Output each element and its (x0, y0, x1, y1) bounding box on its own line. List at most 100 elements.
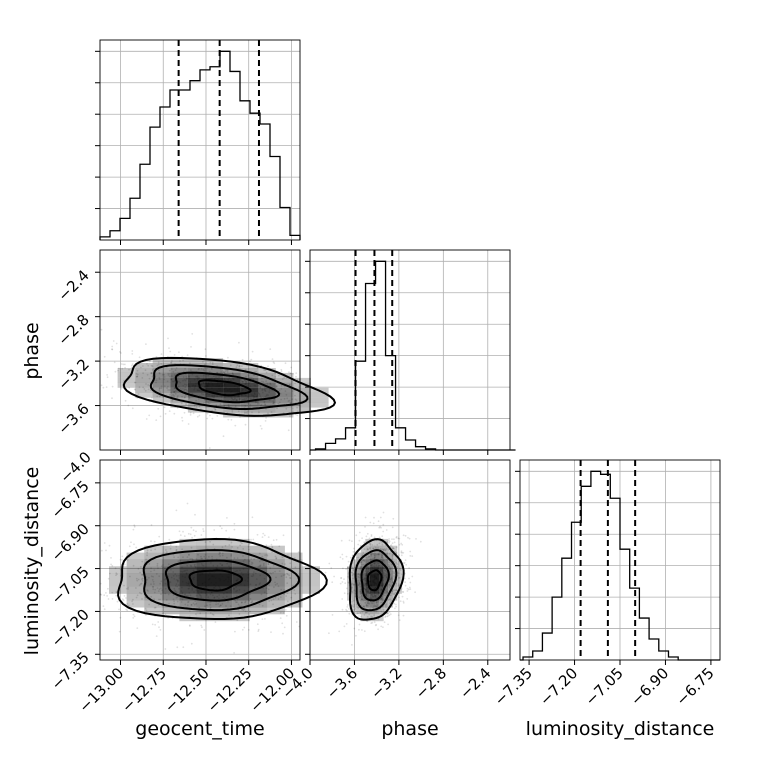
pair-geocent-lumdist-point (229, 605, 232, 608)
pair-phase-lumdist-point (358, 539, 361, 542)
pair-geocent-phase-point (257, 403, 259, 405)
pair-geocent-phase-point (244, 412, 246, 415)
pair-phase-lumdist-density-cell (374, 593, 379, 601)
panel-phase-lumdist-frame (309, 459, 511, 661)
pair-phase-lumdist-point (367, 602, 369, 605)
pair-phase-lumdist-density-cell (374, 607, 379, 615)
pair-geocent-lumdist-point (251, 601, 253, 604)
pair-geocent-lumdist-point (132, 613, 135, 616)
pair-phase-lumdist-point (346, 593, 349, 595)
pair-geocent-lumdist-density-cell (267, 607, 285, 615)
pair-phase-lumdist-point (379, 516, 382, 519)
pair-geocent-phase-point (236, 364, 239, 367)
pair-geocent-lumdist-point (148, 563, 151, 565)
pair-phase-lumdist-point (365, 604, 368, 606)
pair-phase-lumdist-point (355, 557, 358, 559)
pair-geocent-phase-point (264, 404, 267, 406)
pair-geocent-phase-point (283, 385, 286, 388)
pair-geocent-phase-point (150, 372, 153, 375)
pair-geocent-lumdist-point (221, 602, 224, 605)
pair-geocent-phase-point (131, 353, 134, 355)
pair-geocent-lumdist-point (271, 545, 274, 548)
pair-geocent-phase-point (140, 366, 142, 369)
pair-geocent-phase-point (249, 403, 252, 406)
pair-geocent-lumdist-density-cell (214, 614, 233, 622)
pair-geocent-phase-point (178, 351, 180, 354)
pair-phase-lumdist-point (382, 523, 385, 526)
pair-geocent-phase-point (237, 410, 240, 413)
pair-phase-lumdist-point (390, 585, 392, 587)
pair-geocent-lumdist-point (228, 536, 231, 539)
pair-geocent-phase-point (171, 360, 173, 362)
pair-phase-lumdist-point (341, 553, 344, 556)
pair-geocent-lumdist-point (242, 609, 245, 612)
pair-phase-lumdist-point (377, 547, 379, 549)
pair-geocent-lumdist-point (114, 567, 117, 570)
pair-geocent-phase-point (187, 423, 190, 425)
pair-geocent-lumdist-point (266, 554, 269, 557)
pair-phase-lumdist-point (343, 578, 345, 580)
pair-phase-lumdist-point (391, 555, 394, 558)
pair-geocent-lumdist-density-cell (161, 566, 180, 574)
pair-phase-lumdist-point (347, 566, 349, 569)
pair-geocent-lumdist-point (140, 582, 143, 585)
pair-phase-lumdist-point (353, 583, 355, 586)
pair-geocent-lumdist-point (169, 544, 172, 546)
pair-geocent-lumdist-point (151, 623, 154, 626)
pair-phase-lumdist-density-cell (392, 586, 398, 594)
pair-geocent-phase-point (111, 385, 114, 388)
pair-geocent-lumdist-density-cell (196, 552, 215, 560)
pair-geocent-phase-point (145, 418, 148, 420)
pair-geocent-lumdist-point (144, 607, 147, 610)
pair-geocent-lumdist-point (218, 551, 221, 554)
pair-geocent-lumdist-point (244, 610, 247, 613)
pair-phase-lumdist-point (378, 542, 381, 545)
pair-geocent-lumdist-point (279, 596, 282, 598)
pair-phase-lumdist-point (373, 621, 376, 623)
pair-geocent-lumdist-point (154, 548, 157, 551)
pair-geocent-lumdist-point (145, 576, 148, 578)
pair-geocent-phase-point (121, 367, 124, 370)
pair-geocent-lumdist-point (262, 564, 265, 567)
pair-phase-lumdist-density-cell (369, 552, 375, 560)
pair-geocent-phase-density-cell (258, 368, 276, 373)
pair-geocent-lumdist-density-cell (126, 593, 145, 601)
pair-geocent-lumdist-point (102, 605, 105, 607)
pair-geocent-phase-point (287, 400, 290, 403)
pair-geocent-lumdist-point (221, 552, 224, 555)
pair-geocent-phase-point (208, 447, 211, 449)
pair-geocent-phase-density-cell (275, 397, 294, 403)
pair-phase-lumdist-point (380, 548, 382, 550)
pair-geocent-lumdist-density-cell (267, 586, 285, 594)
pair-phase-lumdist-point (374, 556, 376, 559)
pair-geocent-lumdist-point (277, 585, 280, 588)
pair-phase-lumdist-point (381, 548, 384, 551)
pair-phase-lumdist-point (375, 601, 378, 604)
pair-phase-lumdist-point (390, 577, 393, 580)
pair-geocent-lumdist-point (103, 594, 106, 597)
pair-geocent-phase-point (147, 384, 150, 386)
pair-geocent-lumdist-point (270, 631, 272, 633)
pair-phase-lumdist-density-cell (388, 580, 393, 587)
pair-phase-lumdist-point (358, 568, 361, 570)
pair-geocent-lumdist-point (176, 600, 179, 603)
pair-phase-lumdist-density-cell (351, 559, 357, 567)
pair-geocent-phase-point (195, 399, 198, 402)
pair-geocent-lumdist-point (105, 592, 107, 594)
pair-phase-lumdist-density-cell (365, 586, 370, 594)
pair-geocent-phase-density-cell (170, 368, 188, 373)
pair-phase-lumdist-point (381, 535, 384, 538)
pair-geocent-lumdist-point (265, 544, 268, 546)
pair-geocent-phase-point (177, 395, 179, 397)
ylabel-luminosity-distance: luminosity_distance (21, 467, 43, 656)
pair-geocent-phase-point (149, 389, 152, 392)
pair-geocent-phase-point (264, 420, 267, 422)
pair-geocent-lumdist-point (261, 555, 264, 558)
pair-phase-lumdist-point (368, 555, 371, 558)
pair-phase-lumdist-point (391, 557, 394, 560)
pair-geocent-phase-point (173, 354, 176, 356)
pair-geocent-phase-point (158, 387, 161, 389)
pair-geocent-phase-point (269, 348, 272, 350)
pair-geocent-phase-point (195, 406, 198, 408)
pair-geocent-lumdist-point (132, 564, 135, 567)
